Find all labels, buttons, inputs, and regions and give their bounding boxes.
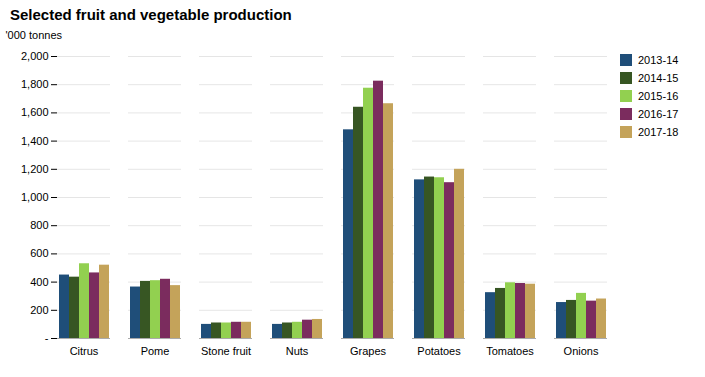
svg-text:1,800: 1,800 xyxy=(21,78,49,90)
svg-text:1,200: 1,200 xyxy=(21,163,49,175)
svg-text:1,400: 1,400 xyxy=(21,135,49,147)
html-text:2017-18: 2017-18 xyxy=(638,126,679,138)
svg-text:Citrus: Citrus xyxy=(70,345,99,357)
html-text:2015-16: 2015-16 xyxy=(638,90,679,102)
svg-text:1,600: 1,600 xyxy=(21,106,49,118)
svg-text:Grapes: Grapes xyxy=(350,345,387,357)
svg-text:'000 tonnes: '000 tonnes xyxy=(6,29,63,41)
svg-text:Pome: Pome xyxy=(141,345,170,357)
svg-text:-: - xyxy=(45,332,49,344)
svg-text:Nuts: Nuts xyxy=(286,345,309,357)
svg-text:2,000: 2,000 xyxy=(21,50,49,62)
html-text:Selected fruit and vegetable p: Selected fruit and vegetable production xyxy=(10,6,292,23)
svg-text:Stone fruit: Stone fruit xyxy=(201,345,251,357)
html-text:2014-15: 2014-15 xyxy=(638,72,679,84)
svg-text:600: 600 xyxy=(30,247,48,259)
svg-text:200: 200 xyxy=(30,304,48,316)
svg-text:1,000: 1,000 xyxy=(21,191,49,203)
svg-text:Potatoes: Potatoes xyxy=(417,345,461,357)
svg-text:Tomatoes: Tomatoes xyxy=(486,345,534,357)
svg-text:800: 800 xyxy=(30,219,48,231)
html-text:2016-17: 2016-17 xyxy=(638,108,679,120)
html-text:2013-14: 2013-14 xyxy=(638,54,679,66)
svg-text:Onions: Onions xyxy=(564,345,599,357)
svg-text:400: 400 xyxy=(30,276,48,288)
